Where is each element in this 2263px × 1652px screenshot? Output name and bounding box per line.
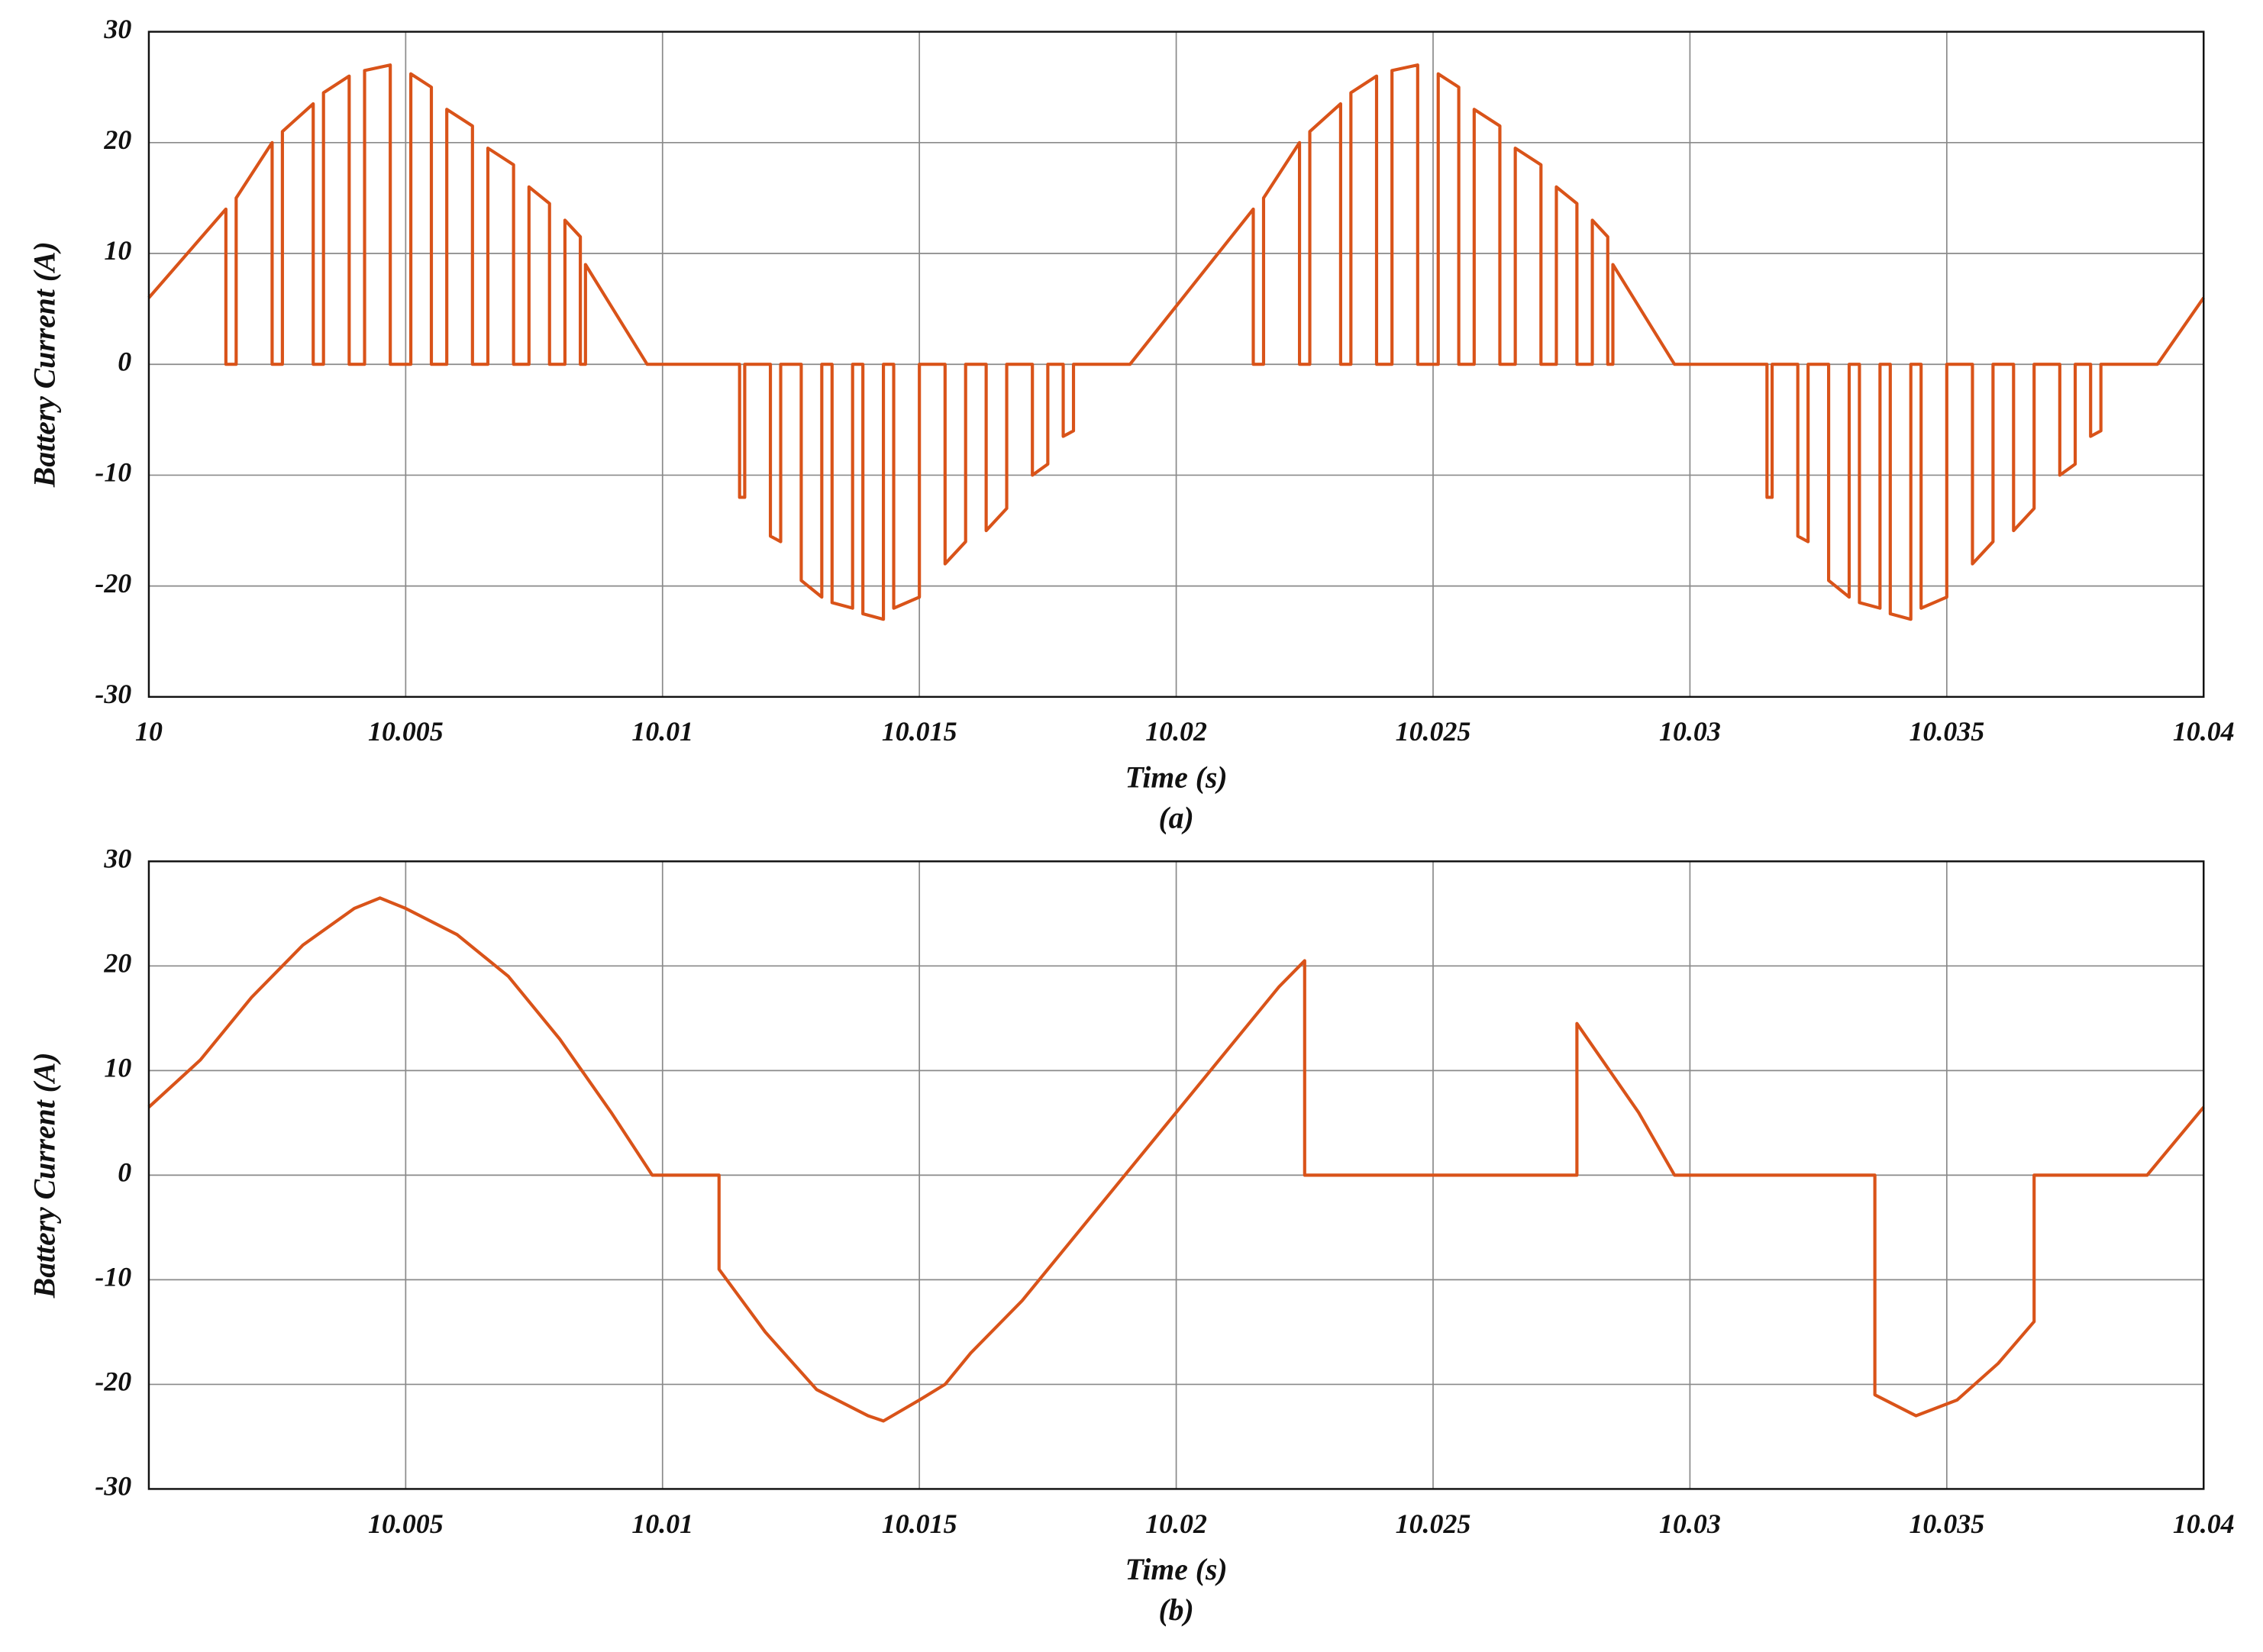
caption: (a) <box>1158 801 1193 834</box>
y-tick-label: -10 <box>95 457 131 488</box>
y-axis-label: Battery Current (A) <box>28 241 62 488</box>
x-tick-label: 10.005 <box>368 1508 444 1539</box>
current-line <box>147 896 2205 1423</box>
y-tick-label: 20 <box>103 124 131 155</box>
plot-border <box>147 860 2205 1490</box>
x-tick-label: 10.01 <box>631 716 693 747</box>
y-tick-label: -10 <box>95 1262 131 1292</box>
y-tick-label: -20 <box>95 568 131 599</box>
x-tick-label: 10.035 <box>1909 1508 1984 1539</box>
x-tick-label: 10.015 <box>882 1508 957 1539</box>
y-tick-label: 30 <box>103 14 131 44</box>
x-axis-label: Time (s) <box>1125 761 1228 795</box>
y-axis-label: Battery Current (A) <box>28 1052 62 1299</box>
x-tick-label: 10.035 <box>1909 716 1984 747</box>
x-axis-label: Time (s) <box>1125 1553 1228 1586</box>
x-tick-label: 10.005 <box>368 716 444 747</box>
current-line <box>147 63 2205 621</box>
y-tick-label: 20 <box>103 948 131 979</box>
x-tick-label: 10.04 <box>2173 1508 2235 1539</box>
x-tick-label: 10.04 <box>2173 716 2235 747</box>
y-tick-label: 0 <box>118 1157 131 1188</box>
y-tick-label: 0 <box>118 346 131 376</box>
x-tick-label: 10 <box>135 716 163 747</box>
x-tick-label: 10.015 <box>882 716 957 747</box>
x-tick-label: 10.02 <box>1145 1508 1207 1539</box>
caption: (b) <box>1158 1593 1193 1627</box>
y-tick-label: 10 <box>104 235 131 266</box>
x-tick-label: 10.03 <box>1659 716 1721 747</box>
x-tick-label: 10.01 <box>631 1508 693 1539</box>
x-tick-label: 10.025 <box>1396 1508 1471 1539</box>
x-tick-label: 10.025 <box>1396 716 1471 747</box>
x-tick-label: 10.02 <box>1145 716 1207 747</box>
x-tick-label: 10.03 <box>1659 1508 1721 1539</box>
y-tick-label: 10 <box>104 1053 131 1083</box>
y-tick-label: -20 <box>95 1366 131 1397</box>
y-tick-label: 30 <box>103 844 131 874</box>
y-tick-label: -30 <box>95 679 131 709</box>
y-tick-label: -30 <box>95 1471 131 1502</box>
plot-border <box>147 31 2205 699</box>
